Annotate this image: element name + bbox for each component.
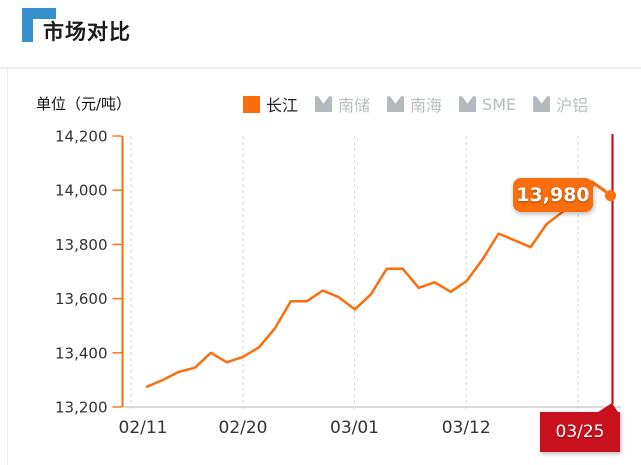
legend-label: 南海 [410,96,443,115]
tooltip-tail [590,180,607,193]
y-tick-label: 14,200 [55,128,108,146]
y-tick-label: 13,600 [55,290,108,308]
legend-item-hulv[interactable]: 沪铝 [533,92,588,116]
price-line [145,182,612,388]
legend-label: SME [482,94,517,114]
axis-pointer-date: 03/25 [555,422,605,442]
chart-legend: 长江 南储 南海 SME 沪铝 [243,92,588,116]
axis-pointer-arrow-icon [598,403,618,412]
axis-pointer-date-label: 03/25 [540,403,620,452]
legend-marker-notch-icon [315,96,333,112]
legend-label: 长江 [266,96,299,115]
header-divider [0,67,641,69]
y-tick-label: 13,200 [55,399,108,417]
legend-marker-notch-icon [459,96,477,112]
x-tick-label: 03/01 [330,418,379,438]
legend-label: 南储 [338,96,371,115]
legend-item-nanhai[interactable]: 南海 [387,92,442,116]
legend-label: 沪铝 [556,96,589,115]
y-tick-label: 14,000 [55,182,108,200]
legend-marker-square-icon [243,95,260,113]
y-tick-label: 13,400 [55,344,108,362]
legend-item-nanchu[interactable]: 南储 [315,92,370,116]
tooltip: 13,980 [513,178,593,212]
last-point-marker[interactable] [605,190,616,202]
corner-bracket-icon [22,8,56,42]
tooltip-value: 13,980 [516,184,590,206]
y-tick-label: 13,800 [55,236,108,254]
y-axis-unit-label: 单位（元/吨） [36,95,132,113]
x-tick-label: 03/12 [442,418,491,438]
legend-marker-notch-icon [533,96,551,112]
legend-marker-notch-icon [387,96,405,112]
x-tick-label: 02/20 [219,418,268,438]
x-tick-label: 02/11 [119,418,168,438]
panel-left-border [7,68,8,465]
legend-item-sme[interactable]: SME [459,95,516,114]
legend-item-changjiang[interactable]: 长江 [243,92,298,116]
page-title: 市场对比 [43,20,131,44]
